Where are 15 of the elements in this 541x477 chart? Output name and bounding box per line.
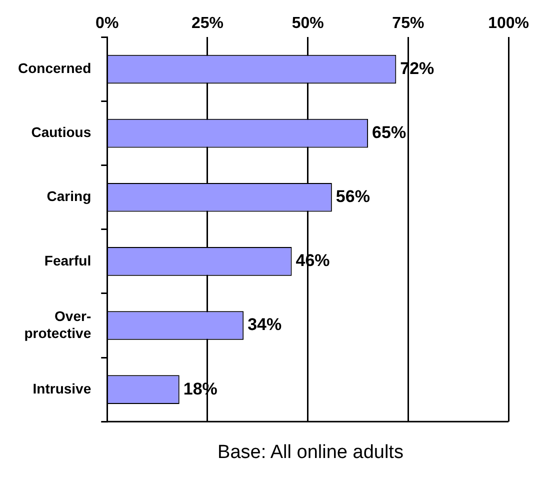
y-tick-label: Over- protective <box>24 308 92 341</box>
y-tick-label: Concerned <box>18 60 92 76</box>
y-tick-label: Cautious <box>31 124 92 140</box>
x-tick-label: 100% <box>488 15 529 32</box>
y-tick-label: Fearful <box>44 252 92 268</box>
x-tick-label: 75% <box>392 15 424 32</box>
x-tick-label: 50% <box>292 15 324 32</box>
data-label: 56% <box>336 187 370 206</box>
y-tick-label: Intrusive <box>32 380 92 396</box>
x-tick-label: 25% <box>191 15 224 32</box>
data-label: 65% <box>372 122 406 142</box>
text: Base: All online adults <box>216 442 404 464</box>
y-tick-label: Caring <box>46 188 92 204</box>
data-label: 34% <box>248 315 282 334</box>
x-tick-label: 0% <box>96 15 119 32</box>
